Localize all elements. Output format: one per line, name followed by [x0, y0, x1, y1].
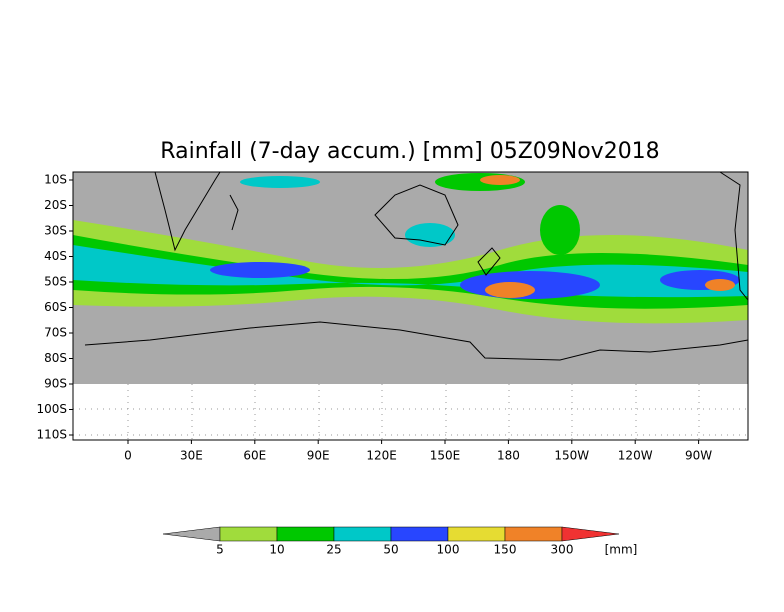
lat-label: 30S	[44, 224, 67, 238]
lon-label: 120W	[618, 449, 653, 463]
lon-label: 0	[124, 449, 132, 463]
map-frame	[72, 171, 749, 441]
lat-label: 20S	[44, 198, 67, 212]
legend-unit: [mm]	[605, 543, 638, 557]
legend-over	[561, 526, 620, 542]
lon-label: 30E	[180, 449, 203, 463]
lat-label: 10S	[44, 173, 67, 187]
lon-label: 60E	[243, 449, 266, 463]
legend-box	[276, 526, 335, 542]
lon-label: 180	[497, 449, 520, 463]
legend-level: 25	[326, 543, 341, 557]
legend-level: 50	[383, 543, 398, 557]
lat-label: 80S	[44, 351, 67, 365]
rain-bands	[73, 173, 748, 324]
coastlines	[84, 171, 749, 361]
lat-label: 50S	[44, 275, 67, 289]
lon-label: 90W	[685, 449, 712, 463]
lat-label: 110S	[36, 428, 67, 442]
lon-label: 150W	[554, 449, 589, 463]
lon-label: 90E	[307, 449, 330, 463]
map-title: Rainfall (7-day accum.) [mm] 05Z09Nov201…	[160, 139, 659, 164]
empty-area	[73, 384, 748, 440]
legend-box	[447, 526, 506, 542]
lat-label: 70S	[44, 326, 67, 340]
legend-level: 300	[551, 543, 574, 557]
legend-box	[504, 526, 563, 542]
legend-box	[219, 526, 278, 542]
lat-label: 90S	[44, 377, 67, 391]
legend-level: 10	[269, 543, 284, 557]
legend-level: 150	[494, 543, 517, 557]
lat-label: 100S	[36, 402, 67, 416]
map-area	[72, 171, 749, 441]
lat-label: 40S	[44, 249, 67, 263]
legend-under	[162, 526, 221, 542]
legend-box	[390, 526, 449, 542]
lon-label: 150E	[430, 449, 461, 463]
legend-box	[333, 526, 392, 542]
lat-label: 60S	[44, 300, 67, 314]
legend-level: 5	[216, 543, 224, 557]
lon-label: 120E	[366, 449, 397, 463]
legend-level: 100	[437, 543, 460, 557]
